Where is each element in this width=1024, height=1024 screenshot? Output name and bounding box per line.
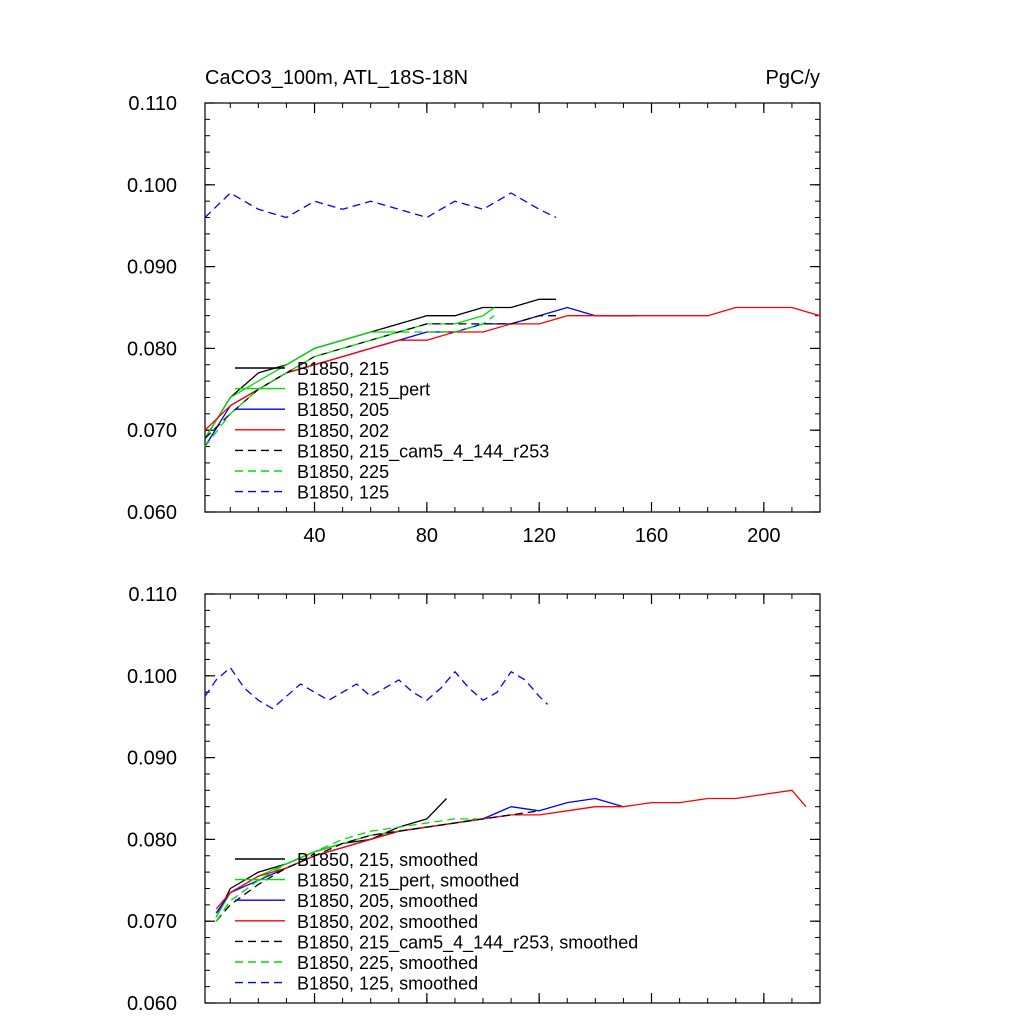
- plot-area-bottom: 0.060 0.070 0.080 0.090 0.100 0.110 B1850, 215…: [127, 584, 821, 1015]
- series-line: [215, 818, 478, 922]
- series-line: [204, 298, 556, 439]
- y-tick-label: 0.110: [128, 93, 177, 115]
- series-line: [215, 810, 540, 922]
- legend-entry: B1850, 225, smoothed: [297, 953, 478, 973]
- y-tick-label: 0.060: [127, 502, 177, 524]
- series-line: [204, 306, 638, 447]
- series-line: [204, 306, 495, 439]
- legend-entry: B1850, 215_cam5_4_144_r253, smoothed: [297, 932, 638, 953]
- legend-entry: B1850, 215: [297, 359, 389, 379]
- x-tick-label: 120: [522, 525, 555, 547]
- top-panel: CaCO3_100m, ATL_18S-18N PgC/y 0.060 0.070…: [127, 67, 821, 547]
- y-tick-label: 0.110: [128, 584, 177, 606]
- x-tick-label: 80: [416, 525, 438, 547]
- legend-entry: B1850, 125: [297, 483, 389, 503]
- legend-entry: B1850, 205: [297, 400, 389, 420]
- units-label: PgC/y: [766, 67, 820, 89]
- legend-entry: B1850, 225: [297, 462, 389, 482]
- x-tick-label: 160: [635, 525, 668, 547]
- legend-entry: B1850, 215_cam5_4_144_r253: [297, 441, 549, 462]
- y-tick-label: 0.080: [127, 338, 177, 360]
- plot-area-top: 0.060 0.070 0.080 0.090 0.100 0.110 40 80 120 160…: [127, 93, 821, 547]
- series-line: [204, 192, 557, 219]
- y-tick-label: 0.060: [127, 993, 177, 1015]
- series-line: [204, 315, 556, 439]
- y-tick-label: 0.090: [127, 257, 177, 279]
- chart-title: CaCO3_100m, ATL_18S-18N: [205, 67, 468, 89]
- series-line: [204, 315, 495, 447]
- plot-frame: [204, 593, 821, 1004]
- y-tick-label: 0.100: [127, 175, 177, 197]
- legend-entry: B1850, 215, smoothed: [297, 850, 478, 870]
- y-tick-label: 0.090: [127, 748, 177, 770]
- legend-entry: B1850, 202: [297, 421, 389, 441]
- legend-entry: B1850, 125, smoothed: [297, 974, 478, 994]
- plot-frame: [204, 102, 821, 513]
- y-tick-label: 0.080: [127, 829, 177, 851]
- y-tick-label: 0.070: [127, 911, 177, 933]
- series-line: [204, 666, 549, 710]
- legend-entry: B1850, 205, smoothed: [297, 891, 478, 911]
- x-tick-label: 200: [747, 525, 780, 547]
- legend-entry: B1850, 215_pert, smoothed: [297, 871, 519, 892]
- legend-entry: B1850, 202, smoothed: [297, 912, 478, 932]
- legend-entry: B1850, 215_pert: [297, 380, 430, 401]
- bottom-panel: 0.060 0.070 0.080 0.090 0.100 0.110 B1850, 215…: [127, 584, 821, 1015]
- y-tick-label: 0.100: [127, 666, 177, 688]
- x-tick-label: 40: [303, 525, 325, 547]
- y-tick-label: 0.070: [127, 420, 177, 442]
